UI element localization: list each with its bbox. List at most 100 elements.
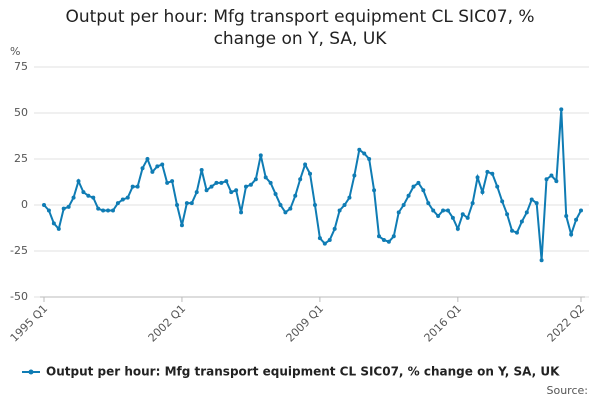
point <box>66 204 71 209</box>
point <box>214 180 219 185</box>
point <box>150 169 155 174</box>
point <box>130 184 135 189</box>
point <box>549 173 554 178</box>
point <box>96 206 101 211</box>
point <box>367 157 372 161</box>
point <box>303 162 308 167</box>
point <box>194 190 199 195</box>
point <box>76 179 81 184</box>
point <box>115 201 120 206</box>
point <box>61 206 66 211</box>
point <box>569 232 574 237</box>
point <box>416 180 421 185</box>
point <box>110 208 115 213</box>
point <box>229 190 234 195</box>
x-tick-label: 2016 Q1 <box>422 302 465 345</box>
point <box>554 179 559 184</box>
point <box>539 258 544 263</box>
point <box>135 184 140 189</box>
point <box>184 201 189 206</box>
point <box>263 175 268 180</box>
legend-marker <box>28 369 34 375</box>
point <box>470 201 475 206</box>
point <box>283 210 288 215</box>
x-tick-label: 1995 Q1 <box>8 302 51 345</box>
point <box>175 203 180 207</box>
point <box>564 214 569 219</box>
point <box>288 206 293 211</box>
y-tick-label: 25 <box>14 152 28 165</box>
point <box>243 184 248 189</box>
point <box>391 234 396 239</box>
point <box>56 226 61 231</box>
point <box>357 147 362 152</box>
point <box>475 175 480 180</box>
point <box>322 241 327 246</box>
point <box>495 184 500 189</box>
point <box>293 193 298 198</box>
line <box>43 109 582 261</box>
point <box>81 190 86 195</box>
point <box>480 190 485 195</box>
legend-label: Output per hour: Mfg transport equipment… <box>46 365 560 379</box>
point <box>332 226 337 231</box>
point <box>248 182 253 187</box>
point <box>579 208 583 213</box>
point <box>524 210 529 215</box>
point <box>460 212 465 217</box>
y-tick-label: 50 <box>14 106 28 119</box>
point <box>362 151 367 156</box>
point <box>406 193 411 198</box>
x-tick-label: 2009 Q1 <box>284 302 327 345</box>
point <box>42 203 46 207</box>
point <box>421 188 426 193</box>
point <box>529 197 534 202</box>
point <box>514 230 519 235</box>
point <box>396 210 401 215</box>
point <box>401 203 406 207</box>
point <box>450 215 455 220</box>
y-axis-label: % <box>10 45 20 58</box>
point <box>436 214 441 219</box>
point <box>106 208 111 213</box>
point <box>86 193 91 198</box>
point <box>199 168 204 173</box>
point <box>253 177 258 182</box>
point <box>411 184 416 189</box>
point <box>219 180 224 185</box>
point <box>441 208 446 213</box>
y-tick-label: 0 <box>21 198 28 211</box>
point <box>91 195 96 200</box>
point <box>204 188 209 193</box>
point <box>455 226 460 231</box>
point <box>51 221 56 226</box>
point <box>125 195 130 200</box>
point <box>278 203 283 207</box>
point <box>342 203 347 207</box>
point <box>519 219 524 224</box>
point <box>140 166 145 171</box>
point <box>101 208 106 213</box>
point <box>308 171 313 176</box>
point <box>273 191 278 196</box>
point <box>155 164 160 169</box>
chart-title: Output per hour: Mfg transport equipment… <box>65 7 535 49</box>
point <box>234 188 239 193</box>
point <box>71 195 76 200</box>
point <box>46 208 51 213</box>
y-tick-label: 75 <box>14 60 28 73</box>
point <box>381 237 386 242</box>
y-tick-label: -50 <box>10 290 28 303</box>
point <box>559 107 564 112</box>
point <box>490 171 495 176</box>
point <box>544 177 549 182</box>
point <box>165 180 170 185</box>
point <box>426 201 431 206</box>
point <box>224 179 229 184</box>
point <box>312 203 317 207</box>
point <box>145 157 150 161</box>
point <box>317 236 322 241</box>
point <box>510 228 515 233</box>
point <box>372 188 377 193</box>
